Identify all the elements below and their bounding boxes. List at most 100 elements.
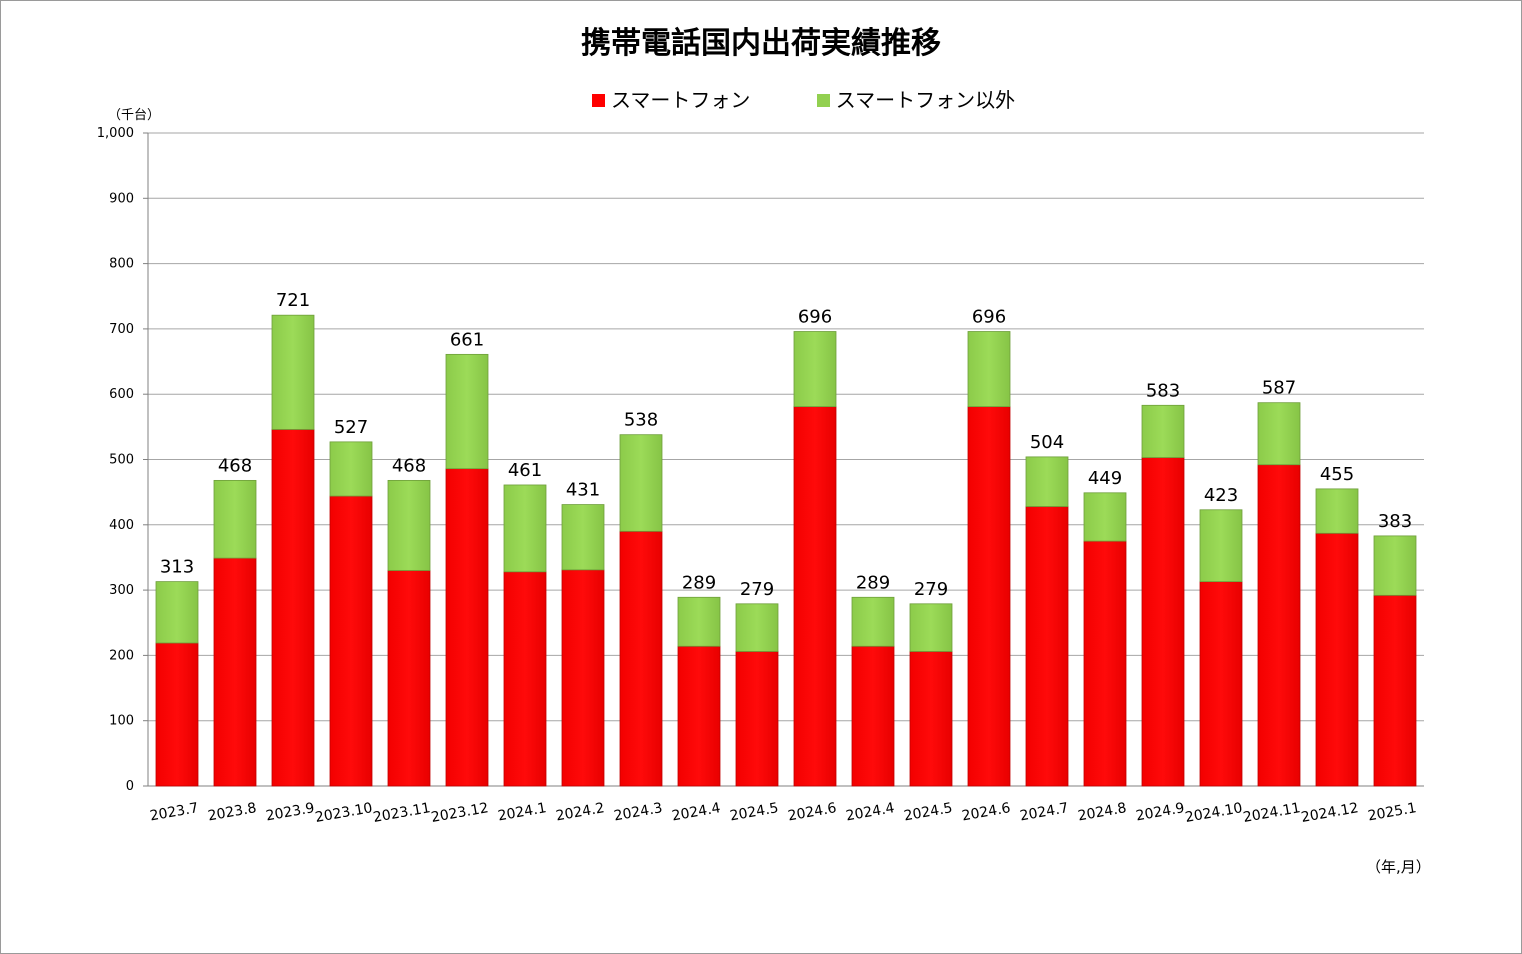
data-label-total: 504 bbox=[1030, 432, 1064, 453]
x-tick-label: 2024.3 bbox=[613, 800, 664, 824]
x-tick-label: 2023.8 bbox=[207, 800, 258, 824]
data-label-total: 289 bbox=[856, 572, 890, 593]
bar-other bbox=[329, 441, 373, 497]
bar-smartphone bbox=[1025, 506, 1069, 787]
bar-other bbox=[1315, 488, 1359, 534]
bar-smartphone bbox=[967, 406, 1011, 787]
data-label-total: 279 bbox=[740, 579, 774, 600]
bar-smartphone bbox=[677, 645, 721, 787]
bar-smartphone bbox=[735, 651, 779, 787]
x-tick-label: 2024.7 bbox=[1019, 800, 1070, 824]
data-label-total: 313 bbox=[160, 557, 194, 578]
data-label-total: 468 bbox=[218, 455, 252, 476]
bar-smartphone bbox=[619, 530, 663, 787]
x-tick-label: 2024.1 bbox=[497, 800, 548, 824]
bar-other bbox=[677, 596, 721, 647]
x-tick-label: 2023.7 bbox=[149, 800, 200, 824]
legend-swatch-other bbox=[816, 94, 830, 107]
x-tick-label: 2023.10 bbox=[314, 800, 374, 826]
x-tick-label: 2024.12 bbox=[1300, 800, 1360, 826]
x-tick-label: 2024.8 bbox=[1077, 800, 1128, 824]
bar-smartphone bbox=[793, 406, 837, 787]
bar-smartphone bbox=[213, 557, 257, 787]
bar-smartphone bbox=[851, 645, 895, 787]
data-label-total: 449 bbox=[1088, 468, 1122, 489]
bar-other bbox=[793, 331, 837, 408]
bar-other bbox=[1141, 404, 1185, 458]
bar-smartphone bbox=[1199, 581, 1243, 787]
y-tick-label: 700 bbox=[109, 322, 134, 337]
data-label-total: 587 bbox=[1262, 378, 1296, 399]
bar-smartphone bbox=[1315, 532, 1359, 787]
bar-other bbox=[735, 603, 779, 652]
data-label-total: 696 bbox=[972, 307, 1006, 328]
y-tick-label: 800 bbox=[109, 257, 134, 272]
y-tick-label: 900 bbox=[109, 191, 134, 206]
bar-other bbox=[909, 603, 953, 652]
chart-title: 携帯電話国内出荷実績推移 bbox=[581, 26, 941, 61]
x-tick-label: 2024.4 bbox=[671, 800, 722, 824]
bar-other bbox=[271, 314, 315, 430]
bar-smartphone bbox=[561, 569, 605, 787]
x-tick-label: 2023.12 bbox=[430, 800, 490, 826]
bar-other bbox=[213, 479, 257, 559]
x-tick-label: 2024.4 bbox=[845, 800, 896, 824]
bar-smartphone bbox=[271, 429, 315, 787]
data-label-total: 423 bbox=[1204, 485, 1238, 506]
bar-other bbox=[1373, 535, 1417, 596]
y-axis-unit-label: （千台） bbox=[108, 108, 161, 123]
x-tick-label: 2024.10 bbox=[1184, 800, 1244, 826]
data-label-total: 696 bbox=[798, 307, 832, 328]
data-label-total: 279 bbox=[914, 579, 948, 600]
y-tick-label: 1,000 bbox=[97, 126, 134, 141]
data-label-total: 461 bbox=[508, 460, 542, 481]
bar-smartphone bbox=[1141, 457, 1185, 787]
bar-smartphone bbox=[1257, 464, 1301, 787]
bar-smartphone bbox=[329, 495, 373, 787]
bar-smartphone bbox=[1083, 540, 1127, 787]
x-tick-label: 2023.11 bbox=[372, 800, 432, 826]
bar-other bbox=[1025, 456, 1069, 507]
legend-label-other: スマートフォン以外 bbox=[835, 88, 1016, 112]
bar-other bbox=[503, 484, 547, 573]
legend-label-smartphone: スマートフォン bbox=[611, 88, 751, 112]
x-tick-label: 2024.11 bbox=[1242, 800, 1302, 826]
bar-other bbox=[445, 353, 489, 470]
data-label-total: 455 bbox=[1320, 464, 1354, 485]
y-tick-label: 400 bbox=[109, 518, 134, 533]
bar-smartphone bbox=[1373, 594, 1417, 787]
data-label-total: 721 bbox=[276, 290, 310, 311]
bar-other bbox=[155, 581, 199, 644]
x-tick-label: 2024.5 bbox=[729, 800, 780, 824]
data-label-total: 538 bbox=[624, 410, 658, 431]
y-tick-label: 500 bbox=[109, 453, 134, 468]
data-label-total: 583 bbox=[1146, 380, 1180, 401]
data-label-total: 383 bbox=[1378, 511, 1412, 532]
x-tick-label: 2024.6 bbox=[787, 800, 838, 824]
x-tick-label: 2024.9 bbox=[1135, 800, 1186, 824]
data-label-total: 289 bbox=[682, 572, 716, 593]
x-tick-label: 2024.2 bbox=[555, 800, 606, 824]
bar-other bbox=[561, 504, 605, 571]
bar-smartphone bbox=[155, 642, 199, 787]
bar-other bbox=[1199, 509, 1243, 583]
bar-other bbox=[967, 331, 1011, 408]
legend: スマートフォン スマートフォン以外 bbox=[592, 84, 1075, 113]
legend-swatch-smartphone bbox=[592, 94, 605, 107]
bar-smartphone bbox=[503, 571, 547, 787]
data-label-total: 468 bbox=[392, 455, 426, 476]
bar-smartphone bbox=[909, 651, 953, 787]
bar-smartphone bbox=[387, 570, 431, 787]
x-tick-label: 2023.9 bbox=[265, 800, 316, 824]
legend-item-smartphone: スマートフォン bbox=[592, 84, 750, 113]
x-tick-label: 2024.5 bbox=[903, 800, 954, 824]
x-tick-label: 2024.6 bbox=[961, 800, 1012, 824]
bar-other bbox=[387, 479, 431, 571]
x-axis-unit-label: （年,月） bbox=[1366, 858, 1431, 876]
x-tick-label: 2025.1 bbox=[1367, 800, 1418, 824]
bar-other bbox=[851, 596, 895, 647]
y-tick-label: 0 bbox=[126, 779, 134, 794]
legend-item-other: スマートフォン以外 bbox=[816, 84, 1016, 113]
y-tick-label: 100 bbox=[109, 714, 134, 729]
